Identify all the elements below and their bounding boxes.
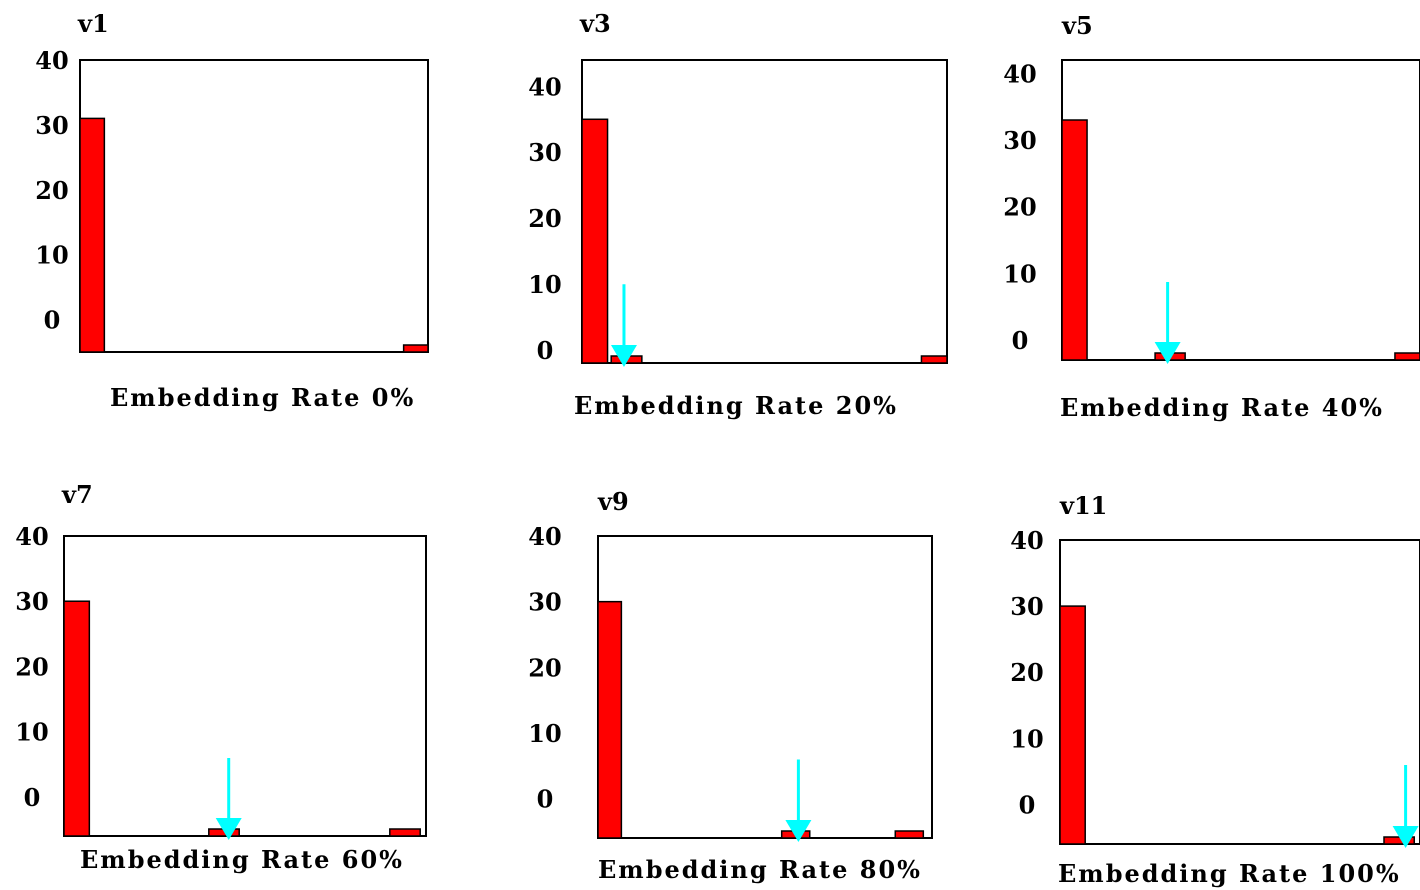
y-tick-label: 0: [1012, 326, 1029, 355]
chart-title: v9: [597, 487, 629, 516]
y-tick-label: 30: [528, 588, 561, 617]
y-tick-label: 20: [15, 652, 48, 681]
bar: [63, 600, 91, 837]
y-tick-label: 10: [15, 718, 48, 747]
y-tick-label: 40: [528, 522, 561, 551]
y-tick-label: 40: [1010, 526, 1043, 555]
y-tick-label: 30: [1010, 592, 1043, 621]
plot-frame: [581, 59, 948, 364]
y-tick-label: 40: [528, 72, 561, 101]
plot-frame: [1059, 539, 1420, 845]
y-tick-label: 0: [537, 336, 554, 365]
bar: [79, 117, 106, 353]
chart-title: v11: [1059, 491, 1107, 520]
x-axis-caption: Embedding Rate 20%: [574, 391, 898, 420]
y-tick-label: 10: [528, 270, 561, 299]
y-tick-label: 10: [528, 719, 561, 748]
x-axis-caption: Embedding Rate 40%: [1060, 393, 1384, 422]
chart-panel-v9: v9 40 30 20 10 0 Embedding Rate 80%: [0, 0, 933, 884]
chart-title: v1: [77, 9, 109, 38]
chart-title: v7: [61, 480, 93, 509]
arrow-head-icon: [1154, 342, 1181, 364]
chart-svg: v5 40 30 20 10 0 Embedding Rate 40%: [1003, 11, 1420, 422]
y-tick-label: 10: [1010, 724, 1043, 753]
bar: [894, 830, 925, 839]
x-axis-caption: Embedding Rate 80%: [598, 855, 922, 884]
arrow-head-icon: [785, 820, 812, 842]
y-tick-label: 30: [35, 111, 68, 140]
chart-panel-v5: v5 40 30 20 10 0 Embedding Rate 40%: [0, 0, 1420, 445]
y-tick-label: 0: [24, 783, 41, 812]
y-tick-label: 20: [528, 653, 561, 682]
bar: [1061, 119, 1088, 361]
y-tick-label: 30: [1003, 126, 1036, 155]
arrow-head-icon: [610, 345, 637, 367]
bar: [920, 355, 948, 364]
plot-frame: [597, 535, 933, 839]
chart-svg: v7 40 30 20 10 0 Embedding Rate 60%: [15, 480, 427, 874]
y-tick-label: 40: [15, 522, 48, 551]
bar: [402, 344, 429, 353]
bar: [1059, 605, 1086, 845]
plot-frame: [1061, 59, 1420, 361]
y-tick-label: 0: [1019, 790, 1036, 819]
x-axis-caption: Embedding Rate 100%: [1058, 859, 1401, 888]
chart-svg: v3 40 30 20 10 0 Embedding Rate 20%: [528, 9, 948, 420]
arrow-head-icon: [1392, 826, 1419, 848]
chart-svg: v11 40 30 20 10 0 Embedding Rate 100%: [1010, 491, 1420, 888]
y-tick-label: 20: [1010, 658, 1043, 687]
x-axis-caption: Embedding Rate 0%: [110, 383, 415, 412]
y-tick-label: 10: [1003, 259, 1036, 288]
chart-panel-v1: v1 40 30 20 10 0 Embedding Rate 0%: [0, 0, 472, 445]
y-tick-label: 10: [35, 241, 68, 270]
chart-panel-v3: v3 40 30 20 10 0 Embedding Rate 20%: [0, 0, 948, 445]
y-tick-label: 20: [35, 176, 68, 205]
arrow-head-icon: [215, 818, 242, 840]
y-tick-label: 40: [35, 46, 68, 75]
chart-svg: v1 40 30 20 10 0 Embedding Rate 0%: [35, 9, 429, 412]
chart-svg: v9 40 30 20 10 0 Embedding Rate 80%: [528, 487, 933, 884]
bar: [597, 600, 623, 839]
plot-frame: [63, 535, 427, 837]
y-tick-label: 40: [1003, 59, 1036, 88]
chart-panel-v7: v7 40 30 20 10 0 Embedding Rate 60%: [0, 0, 472, 874]
y-tick-label: 20: [1003, 193, 1036, 222]
y-tick-label: 30: [528, 138, 561, 167]
bar: [581, 118, 609, 364]
y-tick-label: 30: [15, 587, 48, 616]
chart-title: v5: [1061, 11, 1093, 40]
y-tick-label: 0: [44, 306, 61, 335]
y-tick-label: 0: [537, 785, 554, 814]
bar: [389, 828, 421, 837]
bar: [1394, 352, 1420, 361]
y-tick-label: 20: [528, 204, 561, 233]
chart-title: v3: [579, 9, 611, 38]
x-axis-caption: Embedding Rate 60%: [80, 845, 404, 874]
